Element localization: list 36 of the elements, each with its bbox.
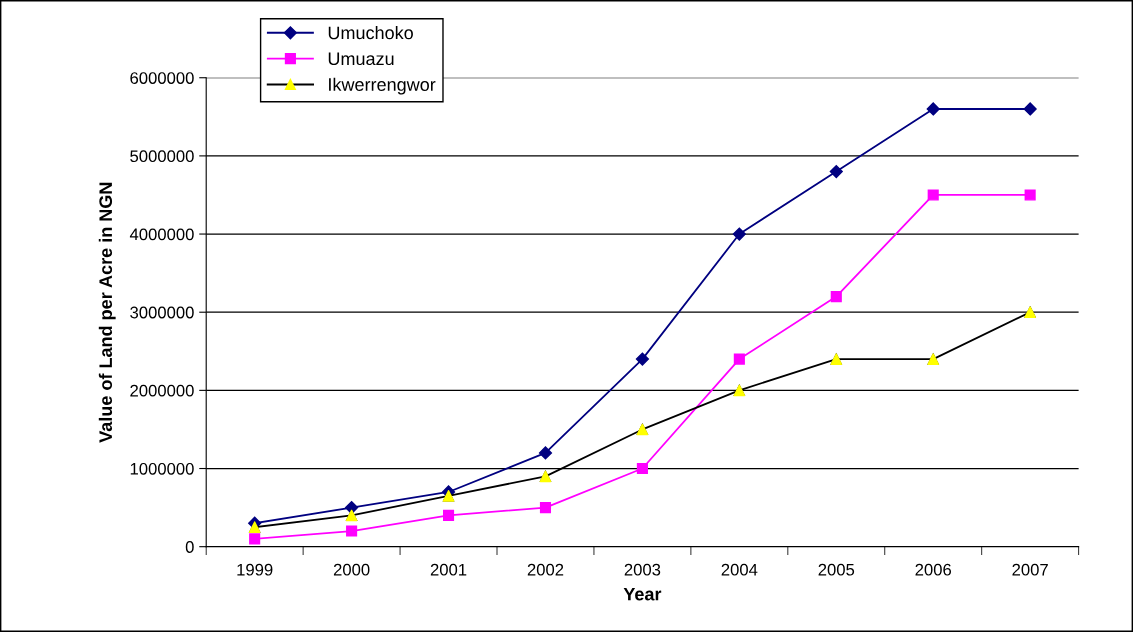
point — [538, 446, 553, 460]
legend-label: Umuchoko — [328, 25, 413, 40]
point — [636, 462, 648, 475]
x-tick-label: 2007 — [1012, 563, 1048, 576]
point — [539, 502, 552, 514]
y-tick-label: 6000000 — [130, 72, 194, 84]
y-tick-label: 0 — [185, 541, 194, 553]
y-tick-label: 5000000 — [130, 150, 194, 163]
x-tick-label: 2001 — [430, 563, 467, 576]
point — [829, 164, 843, 179]
point — [733, 353, 745, 365]
legend-label: Umuazu — [328, 52, 394, 66]
point — [926, 102, 940, 116]
y-tick-label: 1000000 — [130, 462, 194, 475]
point — [927, 189, 939, 201]
x-tick-label: 2002 — [527, 563, 564, 576]
x-tick-label: 2005 — [818, 563, 855, 576]
x-tick-label: 2003 — [624, 563, 661, 576]
y-tick-label: 2000000 — [130, 384, 194, 397]
x-tick-label: 2000 — [333, 563, 370, 576]
x-tick-label: 2004 — [721, 563, 758, 576]
y-axis-title: Value of Land per Acre in NGN — [98, 182, 116, 443]
point — [635, 352, 649, 366]
y-tick-label: 4000000 — [129, 228, 194, 241]
point — [249, 533, 261, 545]
point — [346, 525, 358, 537]
point — [732, 227, 746, 241]
point — [830, 291, 842, 303]
point — [1024, 189, 1036, 201]
x-axis-title: Year — [623, 587, 662, 601]
x-tick-label: 1999 — [237, 563, 273, 576]
x-tick-label: 2006 — [915, 563, 952, 576]
y-tick-label: 3000000 — [130, 306, 194, 319]
point — [1023, 102, 1037, 116]
legend-label: Ikwerrengwor — [329, 77, 436, 95]
point — [442, 509, 455, 521]
